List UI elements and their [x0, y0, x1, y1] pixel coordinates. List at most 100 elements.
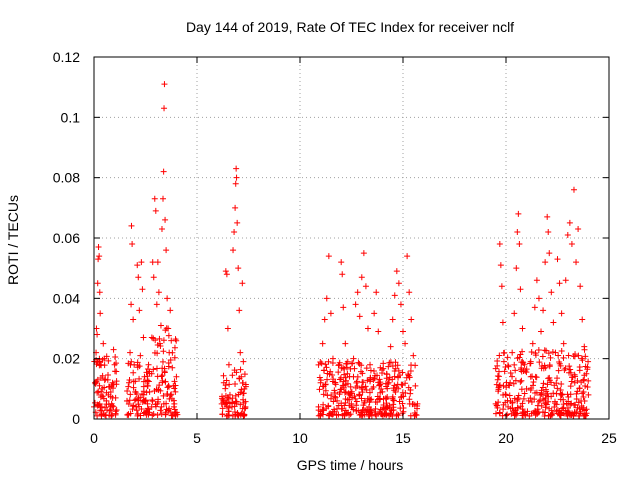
data-point: [579, 357, 586, 364]
data-point: [322, 361, 329, 368]
data-point: [390, 385, 397, 392]
data-point: [331, 393, 338, 400]
data-point: [568, 241, 575, 248]
data-points: [91, 81, 592, 419]
data-point: [231, 228, 238, 235]
data-point: [166, 349, 173, 356]
data-point: [542, 392, 549, 399]
data-point: [511, 361, 518, 368]
data-point: [343, 410, 350, 417]
data-point: [575, 352, 582, 359]
data-point: [105, 391, 112, 398]
data-point: [171, 378, 178, 385]
data-point: [557, 390, 564, 397]
data-point: [149, 396, 156, 403]
data-point: [387, 410, 394, 417]
data-point: [98, 362, 105, 369]
data-point: [98, 411, 105, 418]
data-point: [130, 316, 137, 323]
data-point: [152, 207, 159, 214]
data-point: [222, 268, 229, 275]
data-point: [554, 385, 561, 392]
data-point: [535, 409, 542, 416]
data-point: [126, 379, 133, 386]
data-point: [166, 405, 173, 412]
data-point: [106, 407, 113, 414]
data-point: [112, 353, 119, 360]
data-point: [323, 295, 330, 302]
data-point: [504, 397, 511, 404]
data-point: [342, 396, 349, 403]
data-point: [406, 289, 413, 296]
data-point: [542, 404, 549, 411]
data-point: [389, 395, 396, 402]
data-point: [538, 328, 545, 335]
data-point: [359, 389, 366, 396]
data-point: [124, 411, 131, 418]
data-point: [323, 364, 330, 371]
data-point: [551, 382, 558, 389]
data-point: [160, 400, 167, 407]
data-point: [96, 382, 103, 389]
data-point: [335, 402, 342, 409]
data-point: [156, 340, 163, 347]
data-point: [148, 370, 155, 377]
data-point: [347, 411, 354, 418]
data-point: [548, 289, 555, 296]
data-point: [541, 347, 548, 354]
data-point: [402, 380, 409, 387]
data-point: [334, 405, 341, 412]
data-point: [339, 382, 346, 389]
data-point: [411, 401, 418, 408]
data-point: [343, 360, 350, 367]
data-point: [372, 405, 379, 412]
data-point: [320, 391, 327, 398]
data-point: [570, 186, 577, 193]
data-point: [140, 334, 147, 341]
y-tick-label: 0.1: [61, 109, 81, 125]
data-point: [329, 355, 336, 362]
data-point: [222, 392, 229, 399]
data-point: [532, 412, 539, 419]
data-point: [387, 343, 394, 350]
data-point: [582, 353, 589, 360]
data-point: [363, 408, 370, 415]
data-point: [139, 286, 146, 293]
data-point: [106, 383, 113, 390]
data-point: [158, 225, 165, 232]
data-point: [97, 361, 104, 368]
data-point: [521, 361, 528, 368]
data-point: [229, 403, 236, 410]
data-point: [514, 355, 521, 362]
data-point: [565, 394, 572, 401]
data-point: [231, 403, 238, 410]
data-point: [500, 406, 507, 413]
data-point: [134, 262, 141, 269]
data-point: [494, 376, 501, 383]
data-point: [337, 386, 344, 393]
data-point: [109, 411, 116, 418]
data-point: [558, 391, 565, 398]
data-point: [542, 259, 549, 266]
data-point: [143, 369, 150, 376]
data-point: [321, 316, 328, 323]
data-point: [320, 367, 327, 374]
data-point: [585, 377, 592, 384]
data-point: [527, 360, 534, 367]
data-point: [334, 397, 341, 404]
data-point: [233, 369, 240, 376]
data-point: [133, 403, 140, 410]
data-point: [579, 390, 586, 397]
data-point: [172, 388, 179, 395]
data-point: [576, 367, 583, 374]
data-point: [162, 378, 169, 385]
data-point: [237, 366, 244, 373]
data-point: [499, 319, 506, 326]
data-point: [236, 307, 243, 314]
data-point: [539, 353, 546, 360]
data-point: [351, 392, 358, 399]
data-point: [327, 395, 334, 402]
data-point: [342, 340, 349, 347]
data-point: [585, 358, 592, 365]
data-point: [154, 400, 161, 407]
